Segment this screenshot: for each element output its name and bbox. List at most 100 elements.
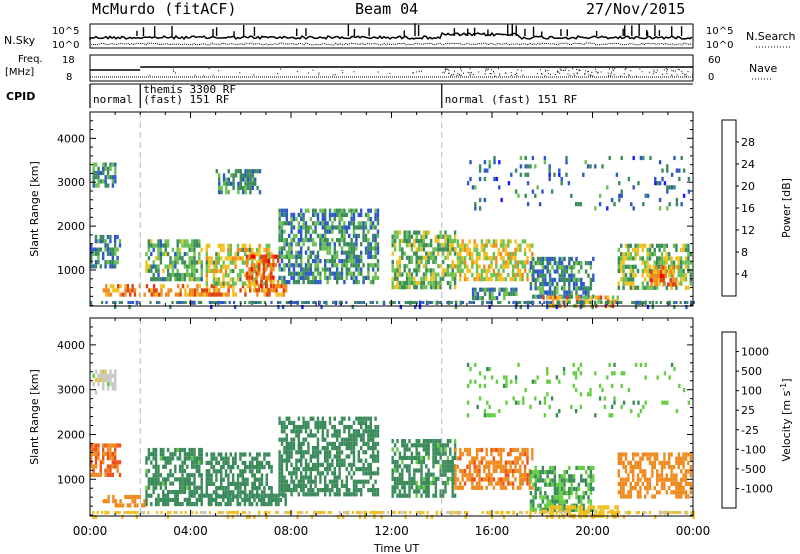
heatmap-cell: [376, 429, 380, 434]
heatmap-cell: [504, 251, 508, 257]
heatmap-cell: [324, 267, 327, 272]
heatmap-cell: [401, 476, 404, 481]
heatmap-cell: [486, 367, 489, 372]
heatmap-cell: [244, 173, 247, 178]
heatmap-cell: [336, 437, 339, 442]
heatmap-cell: [200, 485, 203, 490]
nave-dot: [515, 72, 517, 74]
heatmap-cell: [352, 446, 356, 451]
heatmap-cell: [133, 288, 137, 293]
heatmap-cell: [509, 260, 512, 265]
heatmap-cell: [272, 254, 275, 259]
heatmap-cell: [437, 280, 440, 286]
nave-dot: [307, 72, 309, 74]
heatmap-cell: [114, 499, 117, 504]
heatmap-cell: [345, 263, 348, 268]
heatmap-cell: [553, 507, 557, 512]
heatmap-cell: [644, 260, 647, 265]
heatmap-cell: [283, 420, 286, 425]
heatmap-cell: [369, 437, 372, 442]
heatmap-cell: [307, 238, 310, 243]
heatmap-cell: [475, 452, 479, 457]
heatmap-cell: [563, 474, 566, 479]
heatmap-cell: [471, 473, 474, 478]
heatmap-cell: [499, 468, 503, 474]
heatmap-cell: [449, 247, 452, 252]
heatmap-cell: [283, 479, 286, 484]
heatmap-cell: [468, 460, 472, 465]
heatmap-cell: [321, 225, 324, 230]
heatmap-cell: [499, 447, 503, 453]
heatmap-cell: [350, 450, 353, 455]
heatmap-cell: [663, 256, 666, 261]
heatmap-cell: [372, 254, 375, 259]
heatmap-cell: [295, 488, 298, 493]
heatmap-cell: [312, 416, 315, 421]
heatmap-cell: [241, 497, 244, 502]
ground-scatter-cell: [556, 301, 559, 304]
heatmap-cell: [663, 456, 666, 461]
heatmap-cell: [610, 371, 614, 376]
ground-scatter-cell: [371, 301, 374, 304]
heatmap-cell: [413, 238, 416, 244]
heatmap-cell: [316, 450, 320, 455]
heatmap-cell: [408, 243, 411, 248]
heatmap-cell: [646, 452, 649, 457]
heatmap-cell: [556, 269, 559, 274]
heatmap-cell: [670, 477, 673, 482]
heatmap-cell: [290, 471, 293, 476]
heatmap-cell: [507, 243, 510, 248]
heatmap-cell: [188, 489, 191, 495]
nave-dot: [682, 73, 684, 75]
heatmap-cell: [553, 465, 557, 470]
heatmap-cell: [152, 452, 155, 457]
heatmap-cell: [258, 247, 261, 253]
heatmap-cell: [558, 168, 561, 173]
heatmap-cell: [507, 460, 510, 465]
heatmap-cell: [493, 287, 496, 292]
heatmap-cell: [99, 468, 102, 473]
heatmap-cell: [454, 272, 457, 278]
heatmap-cell: [656, 481, 659, 486]
y-axis-label: Slant Range [km]: [28, 161, 41, 257]
heatmap-cell: [413, 280, 416, 286]
heatmap-cell: [548, 269, 552, 274]
heatmap-cell: [636, 490, 640, 495]
heatmap-cell: [403, 451, 406, 456]
heatmap-cell: [165, 292, 168, 297]
heatmap-cell: [544, 277, 547, 282]
heatmap-cell: [241, 481, 244, 486]
heatmap-cell: [152, 243, 155, 248]
heatmap-cell: [632, 281, 635, 286]
heatmap-cell: [655, 282, 658, 287]
heatmap-cell: [551, 282, 554, 287]
heatmap-cell: [116, 255, 119, 261]
heatmap-cell: [636, 268, 640, 274]
heatmap-cell: [265, 493, 268, 498]
heatmap-cell: [331, 238, 334, 243]
heatmap-cell: [534, 286, 537, 291]
heatmap-cell: [104, 377, 107, 383]
heatmap-cell: [660, 260, 664, 265]
heatmap-cell: [546, 290, 549, 295]
heatmap-cell: [198, 292, 201, 297]
heatmap-cell: [474, 185, 477, 190]
heatmap-cell: [689, 473, 692, 478]
heatmap-cell: [352, 250, 356, 255]
heatmap-cell: [367, 208, 370, 213]
heatmap-cell: [551, 482, 554, 487]
heatmap-cell: [608, 413, 611, 418]
heatmap-cell: [239, 473, 242, 478]
ground-scatter-cell: [255, 301, 258, 304]
heatmap-cell: [507, 452, 510, 457]
nave-dot: [590, 75, 592, 77]
heatmap-cell: [653, 285, 656, 290]
heatmap-cell: [304, 420, 308, 425]
heatmap-cell: [102, 460, 105, 465]
heatmap-cell: [290, 212, 293, 217]
heatmap-cell: [663, 243, 666, 248]
heatmap-cell: [471, 256, 474, 261]
heatmap-cell: [466, 362, 470, 367]
heatmap-cell: [396, 280, 399, 286]
heatmap-cell: [300, 450, 303, 455]
